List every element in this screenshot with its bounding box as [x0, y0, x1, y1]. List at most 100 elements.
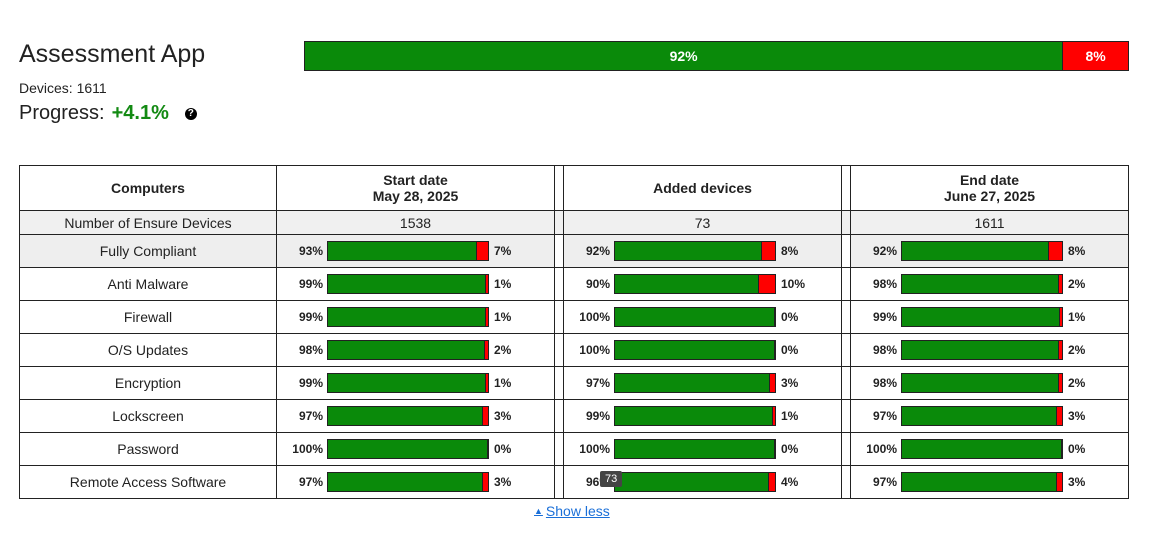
compliance-table: Computers Start date May 28, 2025 Added … [19, 165, 1129, 499]
compliance-bar[interactable] [327, 406, 489, 426]
compliant-percent: 100% [579, 343, 610, 357]
noncompliant-percent: 2% [1068, 376, 1086, 390]
count-end: 1611 [850, 210, 1129, 235]
compliance-cell-content: 97% 3% [564, 367, 841, 399]
compliance-bar[interactable] [901, 274, 1063, 294]
table-header-row: Computers Start date May 28, 2025 Added … [19, 165, 1129, 211]
count-row-label: Number of Ensure Devices [19, 210, 277, 235]
header-end-date: End date June 27, 2025 [850, 165, 1129, 211]
noncompliant-percent: 2% [1068, 343, 1086, 357]
compliance-cell-content: 92% 8% [564, 235, 841, 267]
compliance-bar[interactable] [901, 340, 1063, 360]
noncompliant-segment [1060, 308, 1062, 326]
compliance-cell: 100% 0% [563, 333, 842, 367]
compliant-percent: 98% [872, 343, 897, 357]
compliant-segment [902, 440, 1062, 458]
row-label: Password [19, 432, 277, 466]
column-separator [554, 210, 564, 235]
compliant-percent: 97% [298, 475, 323, 489]
table-row: Password 100% 0% 100% 0% 100% 0% [19, 432, 1129, 466]
noncompliant-segment [1057, 407, 1062, 425]
row-label: Lockscreen [19, 399, 277, 433]
compliance-bar[interactable] [901, 307, 1063, 327]
devices-count: Devices: 1611 [19, 80, 107, 96]
compliant-segment [902, 341, 1059, 359]
row-label: Remote Access Software [19, 465, 277, 499]
compliance-cell-content: 100% 0% [564, 301, 841, 333]
compliance-bar[interactable] [327, 241, 489, 261]
row-label: Firewall [19, 300, 277, 334]
compliance-bar[interactable] [614, 241, 776, 261]
compliance-bar[interactable] [614, 307, 776, 327]
compliance-bar[interactable] [327, 340, 489, 360]
compliant-segment [615, 308, 775, 326]
compliance-cell-content: 100% 0% [851, 433, 1128, 465]
column-separator [841, 234, 851, 268]
compliance-cell-content: 99% 1% [277, 301, 554, 333]
compliant-segment [615, 341, 775, 359]
help-icon[interactable]: ? [184, 107, 197, 120]
header-line1: End date [959, 172, 1020, 188]
noncompliant-percent: 0% [781, 343, 799, 357]
caret-up-icon: ▲ [534, 506, 543, 516]
column-separator [554, 267, 564, 301]
compliance-bar[interactable] [901, 241, 1063, 261]
compliance-bar[interactable] [614, 472, 776, 492]
noncompliant-segment [476, 242, 488, 260]
noncompliant-percent: 0% [1068, 442, 1086, 456]
row-label: Anti Malware [19, 267, 277, 301]
table-row: O/S Updates 98% 2% 100% 0% 98% 2% [19, 333, 1129, 367]
show-less-link[interactable]: ▲ Show less [534, 503, 610, 519]
column-separator [841, 165, 851, 211]
compliance-cell-content: 98% 2% [851, 367, 1128, 399]
compliant-percent: 98% [298, 343, 323, 357]
compliant-percent: 92% [585, 244, 610, 258]
show-less-label: Show less [545, 503, 610, 519]
compliance-bar[interactable] [614, 373, 776, 393]
compliance-cell-content: 98% 2% [851, 268, 1128, 300]
column-separator [554, 399, 564, 433]
compliant-segment [615, 440, 775, 458]
column-separator [841, 432, 851, 466]
noncompliant-segment [486, 275, 488, 293]
compliance-cell: 99% 1% [563, 399, 842, 433]
compliance-cell: 98% 2% [850, 333, 1129, 367]
noncompliant-percent: 0% [781, 442, 799, 456]
compliance-bar[interactable] [614, 340, 776, 360]
table-row: Fully Compliant 93% 7% 92% 8% 92% 8% [19, 234, 1129, 268]
header-computers: Computers [19, 165, 277, 211]
compliance-cell: 98% 2% [276, 333, 555, 367]
compliance-bar[interactable] [901, 439, 1063, 459]
table-row: Encryption 99% 1% 97% 3% 98% 2% [19, 366, 1129, 400]
compliance-bar[interactable] [327, 307, 489, 327]
compliance-bar[interactable] [614, 439, 776, 459]
count-start: 1538 [276, 210, 555, 235]
compliant-segment [328, 407, 484, 425]
table-row: Anti Malware 99% 1% 90% 10% 98% 2% [19, 267, 1129, 301]
compliance-bar[interactable] [327, 274, 489, 294]
compliant-percent: 98% [872, 277, 897, 291]
compliance-cell-content: 97% 3% [277, 400, 554, 432]
compliance-bar[interactable] [901, 472, 1063, 492]
compliance-cell: 99% 1% [276, 300, 555, 334]
compliance-cell-content: 100% 0% [564, 433, 841, 465]
column-separator [841, 399, 851, 433]
compliance-cell-content: 100% 0% [564, 334, 841, 366]
compliance-cell: 100% 0% [850, 432, 1129, 466]
compliance-bar[interactable] [901, 373, 1063, 393]
compliant-percent: 99% [872, 310, 897, 324]
compliance-bar[interactable] [614, 406, 776, 426]
noncompliant-percent: 10% [781, 277, 806, 291]
compliance-bar[interactable] [614, 274, 776, 294]
compliance-cell: 97% 3% [563, 366, 842, 400]
compliance-bar[interactable] [327, 472, 489, 492]
noncompliant-percent: 1% [494, 277, 512, 291]
compliant-percent: 92% [872, 244, 897, 258]
compliance-bar[interactable] [901, 406, 1063, 426]
column-separator [841, 300, 851, 334]
noncompliant-percent: 2% [494, 343, 512, 357]
compliance-bar[interactable] [327, 373, 489, 393]
compliance-bar[interactable] [327, 439, 489, 459]
compliance-cell: 98% 2% [850, 366, 1129, 400]
compliance-cell: 98% 2% [850, 267, 1129, 301]
